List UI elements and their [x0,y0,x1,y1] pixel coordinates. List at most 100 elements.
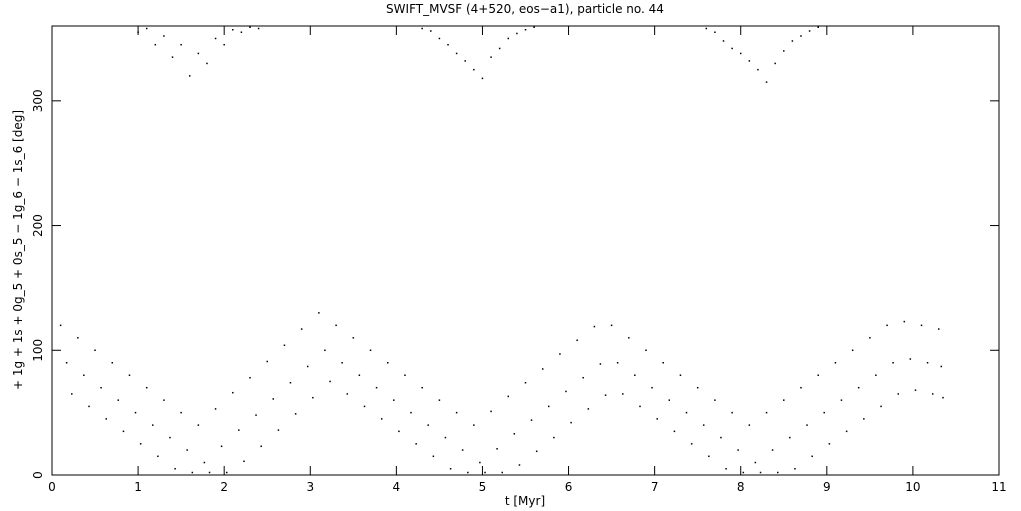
point [817,26,819,28]
point [346,393,349,395]
point [352,337,355,339]
point [828,443,831,445]
point [171,56,174,58]
point [501,471,504,474]
point [942,396,944,399]
point [157,455,159,458]
point [154,43,157,46]
point [335,324,337,327]
point [920,324,923,327]
point [180,411,182,414]
point [507,395,510,398]
point [294,413,297,415]
y-tick-label: 300 [31,89,45,112]
point [806,424,808,426]
point [214,37,217,40]
point [748,60,751,62]
point [645,349,647,352]
point [559,353,561,355]
point [180,43,182,46]
point [163,399,165,401]
point [634,374,636,376]
point [238,429,240,431]
chart-title: SWIFT_MVSF (4+520, eos−a1), particle no.… [386,2,664,16]
point [220,445,223,448]
point [776,471,779,474]
point [255,414,257,416]
point [547,405,550,408]
point [88,405,90,408]
point [834,362,837,364]
point [639,405,641,408]
point [673,430,676,433]
point [272,398,275,400]
point [604,394,607,396]
point [794,468,796,470]
y-axis-label: + 1g + 1s + 0g_5 + 0s_5 − 1g_6 − 1s_6 [d… [11,110,25,390]
x-tick-label: 6 [565,480,573,494]
point [197,52,200,55]
point [685,411,688,414]
point [393,399,395,401]
point [77,337,79,339]
point [524,28,527,31]
point [432,455,435,458]
point [533,26,535,28]
point [306,365,309,368]
point [690,443,693,445]
point [479,461,481,464]
point [845,430,848,433]
point [206,62,208,65]
point [516,32,518,35]
point [277,429,280,431]
point [289,381,292,384]
point [725,468,727,470]
point [329,380,331,383]
point [71,393,73,395]
point [656,418,658,420]
point [496,448,498,450]
x-tick-label: 5 [479,480,487,494]
point [358,374,361,376]
point [174,468,176,470]
point [897,393,900,395]
point [771,449,774,451]
point [616,362,619,364]
point [651,386,653,389]
point [530,419,533,421]
point [223,43,225,46]
point [490,56,492,58]
point [892,362,894,364]
point [737,449,739,451]
point [415,443,417,445]
point [427,424,429,426]
point [731,411,733,414]
point [662,362,664,364]
point [169,436,171,439]
point [714,399,716,401]
point [722,40,725,42]
x-tick-label: 3 [306,480,314,494]
point [188,75,191,77]
point [759,471,762,474]
point [748,424,751,426]
point [105,418,107,420]
point [880,405,882,408]
point [565,390,567,393]
point [914,389,917,391]
point [260,445,262,448]
y-tick-label: 100 [31,339,45,362]
point [811,455,813,458]
point [481,77,484,80]
x-tick-label: 11 [991,480,1006,494]
point [570,421,572,424]
point [208,471,211,474]
point [720,436,722,439]
point [817,374,819,376]
point [926,362,929,364]
point [576,339,578,342]
point [765,81,768,83]
point [447,43,449,46]
